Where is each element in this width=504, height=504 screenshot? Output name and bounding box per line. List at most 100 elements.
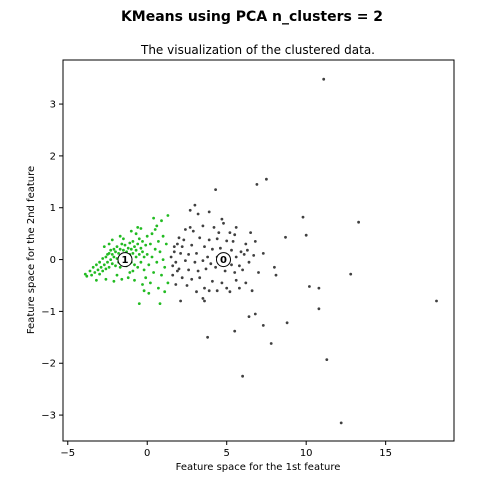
data-point-cluster-1: [139, 260, 143, 264]
chart-suptitle: KMeans using PCA n_clusters = 2: [121, 9, 383, 25]
data-point-cluster-1: [137, 237, 141, 241]
data-point-cluster-1: [141, 250, 144, 254]
data-point-cluster-1: [157, 286, 160, 290]
data-point-cluster-0: [269, 342, 273, 345]
data-point-cluster-0: [285, 321, 289, 325]
data-point-cluster-0: [206, 335, 210, 339]
data-point-cluster-1: [106, 260, 109, 264]
data-point-cluster-1: [102, 263, 106, 267]
y-tick-label: 3: [50, 100, 56, 111]
data-point-cluster-0: [172, 245, 176, 249]
x-axis-label: Feature space for the 1st feature: [176, 462, 341, 473]
data-point-cluster-1: [150, 232, 154, 236]
data-point-cluster-0: [188, 208, 192, 212]
data-point-cluster-1: [107, 265, 111, 269]
data-point-cluster-1: [142, 268, 146, 272]
data-point-cluster-0: [241, 268, 245, 272]
data-point-cluster-1: [149, 281, 152, 285]
centroid-label-0: 0: [220, 255, 227, 266]
data-point-cluster-0: [185, 284, 189, 287]
y-tick-label: −1: [41, 307, 56, 318]
data-point-cluster-1: [158, 250, 162, 254]
data-point-cluster-1: [120, 277, 124, 281]
data-point-cluster-1: [118, 234, 122, 238]
data-point-cluster-0: [177, 236, 181, 240]
y-tick-label: −3: [41, 411, 56, 422]
data-point-cluster-1: [136, 226, 140, 229]
data-point-cluster-0: [190, 277, 194, 281]
data-point-cluster-1: [147, 263, 151, 267]
data-point-cluster-0: [169, 255, 173, 259]
data-point-cluster-0: [250, 289, 254, 293]
data-point-cluster-0: [209, 262, 213, 266]
data-point-cluster-1: [88, 269, 92, 273]
y-tick-label: 0: [50, 255, 56, 266]
data-point-cluster-0: [222, 221, 225, 225]
data-point-cluster-0: [238, 264, 241, 268]
data-point-cluster-0: [253, 240, 257, 243]
data-point-cluster-0: [176, 242, 179, 246]
data-point-cluster-0: [206, 255, 210, 259]
data-point-cluster-0: [261, 252, 265, 255]
data-point-cluster-1: [122, 237, 125, 241]
data-point-cluster-1: [160, 273, 163, 277]
data-point-cluster-1: [152, 216, 156, 220]
data-point-cluster-0: [187, 253, 191, 256]
data-point-cluster-1: [117, 252, 120, 255]
chart-title: The visualization of the clustered data.: [140, 43, 375, 57]
data-point-cluster-0: [195, 290, 198, 294]
data-point-cluster-0: [223, 269, 227, 273]
plot-frame: [62, 59, 455, 442]
data-point-cluster-0: [241, 374, 245, 378]
data-point-cluster-0: [357, 220, 360, 224]
data-point-cluster-1: [133, 278, 136, 282]
data-point-cluster-0: [317, 307, 321, 311]
data-point-cluster-1: [107, 242, 111, 246]
y-tick-label: 2: [50, 151, 56, 162]
data-point-cluster-1: [129, 247, 133, 251]
data-point-cluster-1: [136, 265, 140, 269]
data-point-cluster-0: [171, 273, 175, 277]
data-point-cluster-1: [112, 279, 116, 283]
data-point-cluster-0: [190, 243, 194, 247]
data-point-cluster-0: [211, 279, 214, 283]
data-point-cluster-1: [118, 265, 122, 269]
data-point-cluster-1: [145, 234, 149, 238]
data-point-cluster-0: [435, 299, 438, 303]
data-point-cluster-1: [166, 214, 170, 217]
data-point-cluster-0: [174, 260, 178, 264]
data-point-cluster-1: [155, 260, 159, 264]
data-point-cluster-0: [234, 278, 238, 282]
data-point-cluster-1: [114, 264, 117, 268]
data-point-cluster-1: [126, 276, 130, 280]
data-point-cluster-0: [228, 290, 232, 294]
data-point-cluster-0: [255, 183, 259, 186]
data-point-cluster-0: [201, 297, 205, 300]
data-point-cluster-0: [228, 231, 232, 235]
data-point-cluster-0: [207, 238, 211, 242]
x-tick-label: −5: [60, 448, 75, 459]
data-point-cluster-1: [131, 269, 135, 273]
data-point-cluster-0: [244, 281, 248, 285]
data-point-cluster-0: [195, 252, 198, 255]
data-point-cluster-0: [215, 237, 219, 241]
data-point-cluster-1: [141, 240, 144, 243]
data-point-cluster-0: [198, 276, 202, 280]
data-point-cluster-1: [150, 255, 154, 259]
data-point-cluster-1: [98, 260, 101, 264]
data-point-cluster-0: [239, 250, 243, 254]
data-point-cluster-0: [196, 212, 200, 216]
data-point-cluster-1: [123, 243, 127, 247]
data-point-cluster-1: [120, 242, 124, 246]
data-point-cluster-0: [184, 259, 187, 262]
data-point-cluster-1: [161, 234, 165, 238]
data-point-cluster-1: [149, 242, 152, 246]
data-point-cluster-1: [110, 238, 114, 242]
data-point-cluster-1: [157, 240, 160, 243]
data-point-cluster-1: [166, 281, 170, 285]
data-point-cluster-0: [234, 226, 238, 229]
data-point-cluster-0: [249, 231, 253, 235]
data-point-cluster-0: [247, 315, 251, 318]
data-point-cluster-0: [171, 264, 175, 268]
data-point-cluster-0: [217, 231, 221, 235]
